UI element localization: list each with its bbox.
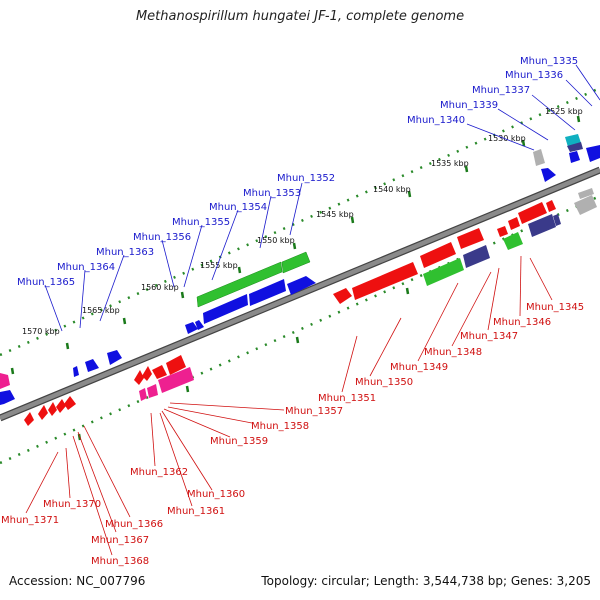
gene-label[interactable]: Mhun_1364 xyxy=(57,262,115,273)
gene-arrow[interactable] xyxy=(528,214,556,237)
gene-arrow[interactable] xyxy=(64,396,76,410)
gene-label[interactable]: Mhun_1336 xyxy=(505,70,563,81)
gene-arrow[interactable] xyxy=(107,350,122,365)
gene-label[interactable]: Mhun_1353 xyxy=(243,188,301,199)
gene-label[interactable]: Mhun_1349 xyxy=(390,362,448,373)
scale-label: 1545 kbp xyxy=(316,210,354,219)
top-gene-labels: Mhun_1335 Mhun_1336 Mhun_1337 Mhun_1339 … xyxy=(17,56,578,288)
gene-label[interactable]: Mhun_1367 xyxy=(91,535,149,546)
gene-label[interactable]: Mhun_1357 xyxy=(285,406,343,417)
gene-label[interactable]: Mhun_1361 xyxy=(167,506,225,517)
gene-label[interactable]: Mhun_1363 xyxy=(96,247,154,258)
scale-label: 1540 kbp xyxy=(373,185,411,194)
gene-arrow[interactable] xyxy=(139,388,147,401)
gene-arrow[interactable] xyxy=(463,245,490,268)
gene-arrow[interactable] xyxy=(158,367,194,393)
gene-arrow[interactable] xyxy=(281,251,311,274)
gene-arrow[interactable] xyxy=(567,142,583,152)
gene-arrow[interactable] xyxy=(73,366,79,377)
gene-label[interactable]: Mhun_1340 xyxy=(407,115,465,126)
gene-label[interactable]: Mhun_1359 xyxy=(210,436,268,447)
gene-label[interactable]: Mhun_1362 xyxy=(130,467,188,478)
gene-label[interactable]: Mhun_1358 xyxy=(251,421,309,432)
gene-arrow[interactable] xyxy=(249,279,286,306)
gene-arrow[interactable] xyxy=(134,370,144,385)
gene-arrow[interactable] xyxy=(48,402,57,416)
gene-arrow[interactable] xyxy=(503,232,523,250)
gene-label[interactable]: Mhun_1366 xyxy=(105,519,163,530)
gene-arrow[interactable] xyxy=(203,294,248,324)
gene-arrow[interactable] xyxy=(152,365,167,379)
gene-arrow[interactable] xyxy=(24,412,34,426)
gene-arrow[interactable] xyxy=(166,355,186,375)
gene-label[interactable]: Mhun_1350 xyxy=(355,377,413,388)
accession-label: Accession: NC_007796 xyxy=(9,574,146,588)
gene-arrow[interactable] xyxy=(333,288,352,304)
gene-arrow[interactable] xyxy=(508,217,520,230)
gene-arrow[interactable] xyxy=(420,242,456,268)
gene-arrow[interactable] xyxy=(497,226,508,237)
scale-label: 1555 kbp xyxy=(200,261,238,270)
gene-arrow[interactable] xyxy=(142,366,152,381)
gene-arrow[interactable] xyxy=(457,228,484,249)
gene-arrow[interactable] xyxy=(533,149,545,166)
gene-label[interactable]: Mhun_1354 xyxy=(209,202,267,213)
top-strand-genes xyxy=(0,134,600,405)
scale-label: 1535 kbp xyxy=(431,159,469,168)
gene-arrow[interactable] xyxy=(287,276,316,295)
top-leader-lines xyxy=(44,64,600,332)
gene-label[interactable]: Mhun_1346 xyxy=(493,317,551,328)
gene-label[interactable]: Mhun_1337 xyxy=(472,85,530,96)
bottom-leader-lines xyxy=(25,255,553,556)
gene-arrow[interactable] xyxy=(553,214,561,226)
bottom-gene-labels: Mhun_1345 Mhun_1346 Mhun_1347 Mhun_1348 … xyxy=(1,302,584,567)
gene-label[interactable]: Mhun_1347 xyxy=(460,331,518,342)
gene-arrow[interactable] xyxy=(85,359,99,372)
gene-label[interactable]: Mhun_1355 xyxy=(172,217,230,228)
gene-arrow[interactable] xyxy=(578,188,594,199)
backbone xyxy=(0,167,600,421)
gene-arrow[interactable] xyxy=(574,195,597,215)
gene-label[interactable]: Mhun_1351 xyxy=(318,393,376,404)
gene-label[interactable]: Mhun_1360 xyxy=(187,489,245,500)
gene-arrow[interactable] xyxy=(0,373,10,389)
scale-label: 1565 kbp xyxy=(82,306,120,315)
gene-arrow[interactable] xyxy=(586,145,600,162)
gene-label[interactable]: Mhun_1348 xyxy=(424,347,482,358)
scale-label: 1530 kbp xyxy=(488,134,526,143)
gene-label[interactable]: Mhun_1339 xyxy=(440,100,498,111)
scale-label: 1560 kbp xyxy=(141,283,179,292)
gene-arrow[interactable] xyxy=(0,390,15,405)
major-ticks xyxy=(10,115,581,441)
gene-arrow[interactable] xyxy=(423,258,464,286)
gene-label[interactable]: Mhun_1356 xyxy=(133,232,191,243)
gene-arrow[interactable] xyxy=(569,151,580,163)
gene-arrow[interactable] xyxy=(546,200,556,212)
gene-arrow[interactable] xyxy=(195,320,204,330)
gene-label[interactable]: Mhun_1345 xyxy=(526,302,584,313)
gene-arrow[interactable] xyxy=(185,322,198,334)
gene-arrow[interactable] xyxy=(541,168,556,182)
genome-summary: Topology: circular; Length: 3,544,738 bp… xyxy=(261,574,591,588)
gene-arrow[interactable] xyxy=(352,262,418,300)
gene-arrow[interactable] xyxy=(56,399,66,413)
gene-arrow[interactable] xyxy=(196,261,283,308)
scale-label: 1550 kbp xyxy=(257,236,295,245)
gene-label[interactable]: Mhun_1371 xyxy=(1,515,59,526)
map-title: Methanospirillum hungatei JF-1, complete… xyxy=(135,9,465,24)
gene-label[interactable]: Mhun_1368 xyxy=(91,556,149,567)
gene-arrow[interactable] xyxy=(147,384,158,398)
bottom-strand-genes xyxy=(24,188,597,426)
gene-label[interactable]: Mhun_1335 xyxy=(520,56,578,67)
scale-label: 1570 kbp xyxy=(22,327,60,336)
gene-arrow[interactable] xyxy=(38,405,48,420)
gene-label[interactable]: Mhun_1365 xyxy=(17,277,75,288)
gene-label[interactable]: Mhun_1370 xyxy=(43,499,101,510)
gene-arrow[interactable] xyxy=(518,202,547,224)
scale-label: 1525 kbp xyxy=(545,107,583,116)
scale-labels: 1525 kbp 1530 kbp 1535 kbp 1540 kbp 1545… xyxy=(22,107,583,336)
gene-label[interactable]: Mhun_1352 xyxy=(277,173,335,184)
